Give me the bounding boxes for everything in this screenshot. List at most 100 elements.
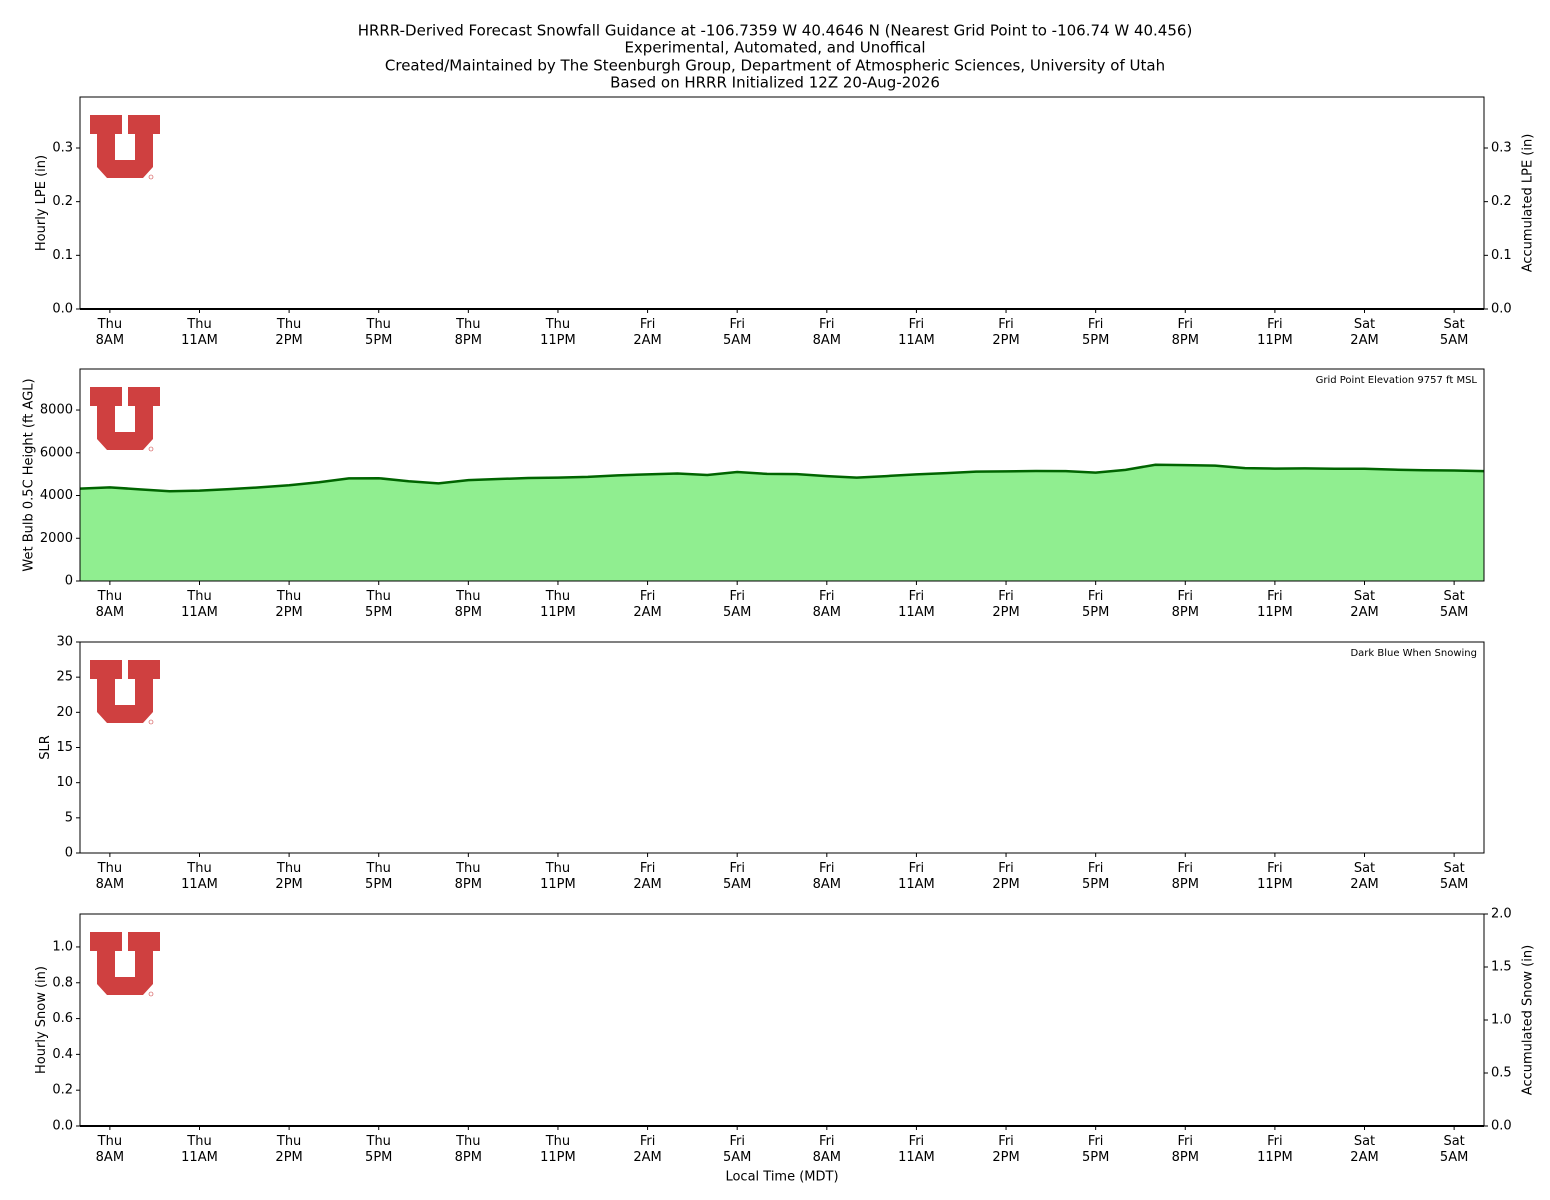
y2-tick-label: 0.0	[1491, 1119, 1512, 1134]
x-tick-label: Fri 2PM	[992, 589, 1020, 620]
x-tick-label: Thu 2PM	[275, 1134, 303, 1165]
y-tick-label: 15	[56, 740, 73, 755]
x-tick-label: Fri 5PM	[1081, 589, 1110, 620]
y-tick-label: 0.2	[52, 194, 73, 209]
x-tick-label: Fri 2AM	[633, 861, 662, 892]
x-tick-label: Thu 8AM	[95, 1134, 125, 1165]
y2-tick-label: 1.5	[1491, 960, 1512, 975]
annotation: Dark Blue When Snowing	[1350, 648, 1477, 659]
x-tick-label: Fri 2PM	[992, 317, 1020, 348]
x-tick-label: Sat 5AM	[1439, 861, 1469, 892]
x-tick-label: Thu 5PM	[365, 861, 393, 892]
y-tick-label: 6000	[40, 445, 73, 460]
x-tick-label: Fri 11PM	[1257, 317, 1293, 348]
x-tick-label: Thu 11PM	[540, 861, 576, 892]
plot-frame	[79, 368, 1485, 582]
y-axis-label: Hourly LPE (in)	[34, 155, 49, 251]
x-tick-label: Thu 5PM	[365, 589, 393, 620]
title-line: Created/Maintained by The Steenburgh Gro…	[385, 57, 1165, 75]
x-tick-label: Fri 2AM	[633, 1134, 662, 1165]
y-axis-label: Wet Bulb 0.5C Height (ft AGL)	[21, 378, 36, 571]
x-tick-label: Fri 5AM	[722, 861, 752, 892]
x-tick-label: Thu 11AM	[181, 1134, 218, 1165]
x-tick-label: Sat 2AM	[1350, 589, 1379, 620]
y-tick-label: 0.1	[52, 248, 73, 263]
x-tick-label: Fri 5PM	[1081, 861, 1110, 892]
x-tick-label: Thu 11AM	[181, 861, 218, 892]
annotation: Grid Point Elevation 9757 ft MSL	[1316, 375, 1478, 386]
x-tick-label: Fri 8PM	[1171, 1134, 1199, 1165]
y-tick-label: 0.2	[52, 1083, 73, 1098]
y2-tick-label: 0.1	[1491, 248, 1512, 263]
plot-frame	[79, 96, 1485, 310]
x-tick-label: Fri 8AM	[812, 861, 841, 892]
x-tick-label: Thu 8AM	[95, 589, 125, 620]
y2-tick-label: 0.5	[1491, 1066, 1512, 1081]
x-tick-label: Fri 8AM	[812, 589, 841, 620]
x-axis-label: Local Time (MDT)	[725, 1170, 838, 1185]
x-tick-label: Sat 2AM	[1350, 317, 1379, 348]
y-tick-label: 20	[56, 705, 73, 720]
y2-tick-label: 0.3	[1491, 140, 1512, 155]
x-tick-label: Fri 2PM	[992, 861, 1020, 892]
x-tick-label: Fri 11PM	[1257, 861, 1293, 892]
y-tick-label: 2000	[40, 531, 73, 546]
y-tick-label: 0	[65, 846, 73, 861]
x-tick-label: Thu 8AM	[95, 861, 125, 892]
x-tick-label: Thu 8PM	[454, 317, 482, 348]
x-tick-label: Thu 8PM	[454, 1134, 482, 1165]
y-tick-label: 5	[65, 810, 73, 825]
plot-frame	[79, 641, 1485, 854]
x-tick-label: Thu 11AM	[181, 317, 218, 348]
y2-axis-label: Accumulated Snow (in)	[1521, 945, 1536, 1095]
y-tick-label: 8000	[40, 403, 73, 418]
x-tick-label: Fri 8AM	[812, 1134, 841, 1165]
x-tick-label: Thu 5PM	[365, 1134, 393, 1165]
x-tick-label: Thu 8PM	[454, 589, 482, 620]
x-tick-label: Sat 5AM	[1439, 317, 1469, 348]
x-tick-label: Fri 11PM	[1257, 589, 1293, 620]
x-tick-label: Fri 5PM	[1081, 317, 1110, 348]
x-tick-label: Fri 11PM	[1257, 1134, 1293, 1165]
x-tick-label: Fri 11AM	[898, 1134, 935, 1165]
y-tick-label: 0.8	[52, 975, 73, 990]
x-tick-label: Thu 11PM	[540, 317, 576, 348]
x-tick-label: Fri 8AM	[812, 317, 841, 348]
x-tick-label: Fri 11AM	[898, 861, 935, 892]
x-tick-label: Thu 2PM	[275, 589, 303, 620]
x-tick-label: Thu 2PM	[275, 861, 303, 892]
logo	[89, 386, 161, 452]
y-tick-label: 4000	[40, 488, 73, 503]
x-tick-label: Fri 11AM	[898, 317, 935, 348]
x-tick-label: Fri 8PM	[1171, 589, 1199, 620]
logo	[89, 931, 161, 997]
y-tick-label: 0.3	[52, 140, 73, 155]
x-tick-label: Thu 8AM	[95, 317, 125, 348]
x-tick-label: Sat 5AM	[1439, 1134, 1469, 1165]
x-tick-label: Sat 2AM	[1350, 861, 1379, 892]
y-tick-label: 25	[56, 670, 73, 685]
plot-frame	[79, 913, 1485, 1127]
y2-tick-label: 1.0	[1491, 1013, 1512, 1028]
y-tick-label: 0.4	[52, 1047, 73, 1062]
y-tick-label: 10	[56, 775, 73, 790]
x-tick-label: Sat 5AM	[1439, 589, 1469, 620]
x-tick-label: Fri 5AM	[722, 589, 752, 620]
area-fill	[80, 464, 1484, 581]
x-tick-label: Fri 5AM	[722, 317, 752, 348]
y-tick-label: 0	[65, 574, 73, 589]
x-tick-label: Fri 2AM	[633, 589, 662, 620]
x-tick-label: Fri 11AM	[898, 589, 935, 620]
area-edge	[79, 463, 1485, 493]
y2-tick-label: 0.2	[1491, 194, 1512, 209]
logo	[89, 659, 161, 725]
x-tick-label: Thu 11PM	[540, 589, 576, 620]
x-tick-label: Thu 2PM	[275, 317, 303, 348]
x-tick-label: Fri 5PM	[1081, 1134, 1110, 1165]
x-tick-label: Fri 8PM	[1171, 317, 1199, 348]
x-tick-label: Thu 5PM	[365, 317, 393, 348]
x-tick-label: Thu 8PM	[454, 861, 482, 892]
x-tick-label: Fri 8PM	[1171, 861, 1199, 892]
title-line: HRRR-Derived Forecast Snowfall Guidance …	[358, 22, 1193, 40]
